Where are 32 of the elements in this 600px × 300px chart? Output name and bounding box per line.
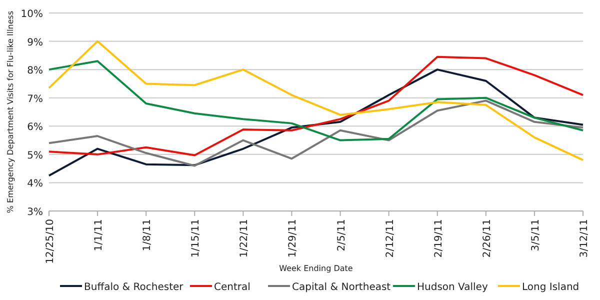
x-tick-label: 3/5/11 (530, 219, 542, 252)
x-tick-label: 1/15/11 (190, 219, 202, 258)
x-tick-label: 3/12/11 (579, 219, 590, 258)
x-tick-label: 1/8/11 (142, 219, 154, 252)
x-tick-label: 2/26/11 (482, 219, 493, 258)
legend-label: Buffalo & Rochester (84, 282, 184, 293)
line-series (48, 68, 584, 177)
line-series (48, 40, 584, 162)
y-tick-label: 5% (27, 150, 43, 162)
x-tick-label: 2/12/11 (384, 219, 396, 258)
line-series (48, 56, 584, 156)
y-tick-label: 8% (27, 66, 43, 77)
y-tick-label: 10% (20, 9, 43, 20)
x-axis-title: Week Ending Date (279, 264, 353, 273)
legend-label: Capital & Northeast (292, 282, 391, 293)
y-axis-title: % Emergency Department Visits for Flu-like Illness (6, 10, 15, 214)
y-tick-label: 4% (27, 178, 43, 190)
x-tick-label: 2/19/11 (433, 219, 444, 258)
line-series (48, 100, 584, 167)
y-tick-label: 3% (27, 207, 43, 218)
x-tick-label: 2/5/11 (336, 219, 348, 252)
legend-label: Hudson Valley (417, 282, 488, 293)
legend-label: Long Island (522, 282, 580, 293)
x-tick-label: 1/29/11 (288, 219, 299, 258)
x-tick-label: 1/22/11 (239, 219, 250, 258)
x-tick-label: 12/25/10 (45, 219, 56, 264)
y-tick-label: 9% (27, 37, 43, 48)
y-tick-label: 6% (27, 122, 43, 134)
line-series (48, 60, 584, 142)
y-tick-label: 7% (27, 94, 43, 105)
legend-label: Central (214, 282, 250, 293)
x-tick-label: 1/1/11 (94, 219, 105, 252)
